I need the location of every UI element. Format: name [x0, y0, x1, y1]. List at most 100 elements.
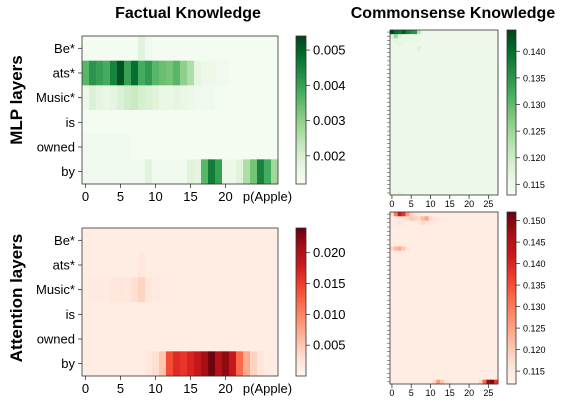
heatmap-cell: [393, 83, 399, 89]
heatmap-cell: [455, 345, 460, 350]
heatmap-cell: [436, 349, 441, 355]
heatmap-cell: [417, 58, 422, 64]
heatmap-cell: [440, 58, 445, 64]
heatmap-cell: [463, 353, 468, 359]
heatmap-cell: [432, 71, 437, 76]
heatmap-cell: [236, 85, 244, 111]
heatmap-cell: [397, 349, 402, 355]
heatmap-cell: [393, 358, 399, 363]
heatmap-cell: [409, 246, 414, 251]
heatmap-cell: [463, 220, 468, 226]
colorbar-segment: [507, 289, 516, 293]
colorbar-segment: [296, 100, 306, 103]
heatmap-cell: [397, 267, 402, 273]
colorbar-segment: [507, 280, 516, 285]
heatmap-cell: [451, 237, 456, 243]
heatmap-cell: [471, 38, 476, 43]
colorbar-segment: [296, 85, 306, 89]
heatmap-cell: [459, 310, 464, 316]
heatmap-cell: [428, 366, 433, 372]
heatmap-cell: [478, 259, 483, 264]
heatmap-cell: [222, 159, 230, 185]
colorbar-segment: [507, 346, 516, 350]
heatmap-cell: [444, 353, 449, 359]
heatmap-cell: [471, 250, 476, 256]
colorbar-segment: [296, 50, 306, 54]
heatmap-cell: [413, 42, 418, 47]
heatmap-cell: [424, 293, 429, 299]
heatmap-cell: [478, 229, 483, 234]
colorbar-segment: [507, 263, 516, 267]
colorbar-segment: [296, 55, 306, 59]
heatmap-cell: [471, 91, 476, 97]
heatmap-cell: [428, 79, 433, 84]
heatmap-cell: [409, 120, 414, 126]
heatmap-cell: [424, 310, 429, 316]
heatmap-cell: [401, 336, 406, 342]
heatmap-cell: [490, 276, 495, 282]
x-tick-label: 5: [117, 381, 124, 396]
heatmap-cell: [455, 242, 460, 247]
heatmap-cell: [420, 162, 426, 167]
y-tick-label: Be*: [54, 41, 75, 56]
colorbar-segment: [507, 131, 516, 135]
heatmap-cell: [413, 133, 418, 138]
heatmap-cell: [397, 237, 402, 243]
heatmap-cell: [444, 345, 449, 350]
heatmap-cell: [103, 110, 111, 135]
heatmap-cell: [459, 220, 464, 226]
heatmap-cell: [417, 79, 422, 84]
heatmap-cell: [405, 145, 410, 150]
heatmap-cell: [405, 255, 410, 260]
heatmap-cell: [117, 110, 125, 135]
heatmap-cell: [405, 353, 410, 359]
heatmap-cell: [424, 108, 429, 113]
heatmap-cell: [440, 170, 445, 175]
heatmap-cell: [474, 91, 480, 97]
heatmap-cell: [490, 246, 495, 251]
heatmap-cell: [455, 362, 460, 368]
heatmap-cell: [103, 134, 111, 160]
heatmap-cell: [444, 96, 449, 101]
heatmap-cell: [401, 124, 406, 130]
heatmap-cell: [467, 332, 472, 337]
heatmap-cell: [463, 63, 468, 68]
colorbar-segment: [507, 123, 516, 127]
heatmap-cell: [428, 71, 433, 76]
heatmap-cell: [482, 341, 487, 346]
heatmap-cell: [103, 85, 111, 111]
heatmap-cell: [180, 110, 188, 135]
heatmap-cell: [471, 83, 476, 89]
colorbar-segment: [507, 93, 516, 97]
heatmap-cell: [409, 157, 414, 163]
heatmap-cell: [474, 75, 480, 80]
heatmap-cell: [447, 242, 453, 247]
heatmap-cell: [159, 159, 167, 185]
heatmap-cell: [478, 153, 483, 159]
heatmap-cell: [478, 42, 483, 47]
heatmap-cell: [432, 153, 437, 159]
heatmap-cell: [455, 280, 460, 286]
heatmap-cell: [455, 112, 460, 117]
heatmap-cell: [413, 255, 418, 260]
heatmap-cell: [490, 298, 495, 303]
heatmap-cell: [103, 277, 111, 303]
heatmap-cell: [494, 323, 499, 329]
heatmap-cell: [474, 233, 480, 239]
heatmap-cell: [482, 75, 487, 80]
heatmap-cell: [417, 349, 422, 355]
heatmap-cell: [494, 263, 499, 269]
heatmap-cell: [482, 362, 487, 368]
heatmap-cell: [428, 345, 433, 350]
heatmap-cell: [451, 124, 456, 130]
heatmap-cell: [463, 233, 468, 239]
heatmap-cell: [187, 110, 195, 135]
heatmap-cell: [417, 216, 422, 221]
heatmap-cell: [424, 124, 429, 130]
heatmap-cell: [409, 38, 414, 43]
colorbar-segment: [296, 53, 306, 57]
heatmap-cell: [436, 42, 441, 47]
colorbar-segment: [296, 267, 306, 271]
heatmap-cell: [455, 358, 460, 363]
heatmap-cell: [257, 110, 265, 135]
